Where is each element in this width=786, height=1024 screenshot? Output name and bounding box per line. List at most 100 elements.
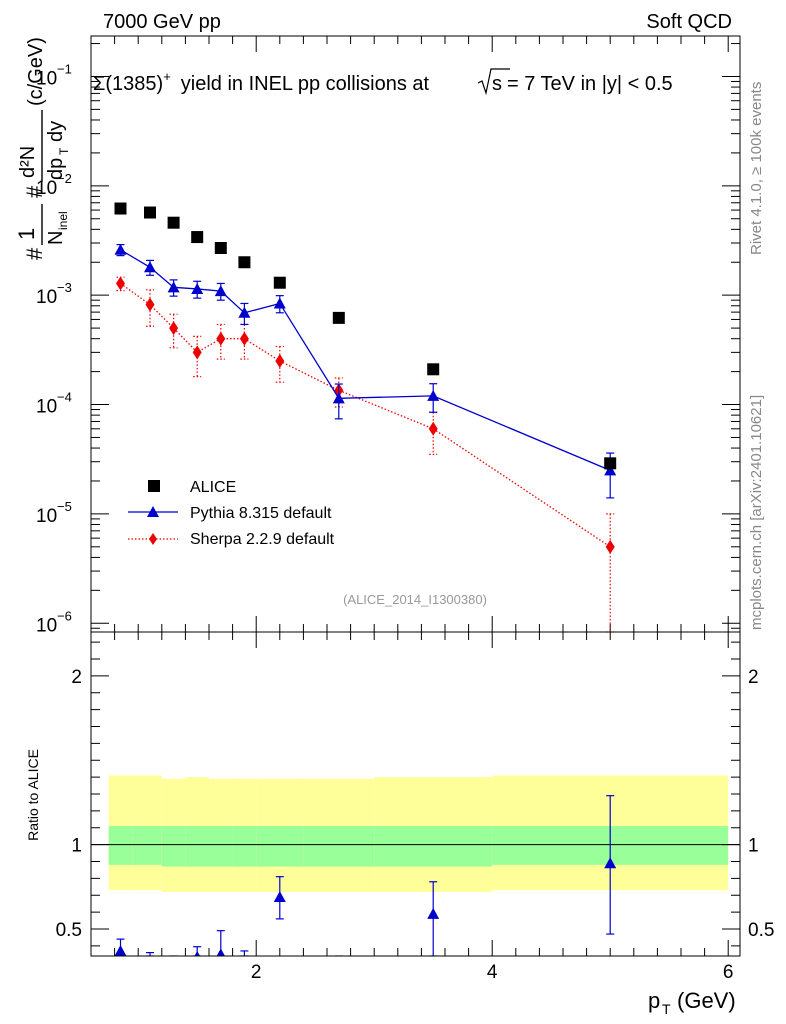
alice-point: [273, 276, 286, 289]
pythia-point: [114, 243, 127, 255]
pythia-point: [332, 392, 345, 404]
legend-pythia-marker: [147, 506, 159, 517]
ratio-x-tick-label: 4: [487, 962, 498, 983]
legend-sherpa-label: Sherpa 2.2.9 default: [190, 531, 335, 548]
mcplots-credit-label: mcplots.cern.ch [arXiv:2401.10621]: [748, 395, 765, 630]
alice-point: [214, 242, 227, 255]
pythia-ratio-point: [238, 957, 250, 968]
legend-alice-marker: [148, 480, 160, 492]
main-y-tick-label: 10: [36, 178, 57, 199]
sherpa-point: [145, 297, 155, 312]
pythia-ratio-point: [168, 964, 180, 975]
main-y-tick-label: 10: [36, 397, 57, 418]
main-data-marks: [114, 202, 617, 633]
legend-pythia-label: Pythia 8.315 default: [190, 505, 332, 522]
analysis-watermark: (ALICE_2014_I1300380): [343, 592, 487, 607]
sherpa-point: [275, 354, 285, 369]
pythia-point: [214, 285, 227, 297]
ratio-y-tick-label-left: 1: [71, 836, 82, 857]
main-y-tick-exponent: −2: [57, 171, 72, 186]
ratio-x-tick-label: 2: [251, 962, 262, 983]
main-y-tick-label: 10: [36, 506, 57, 527]
sherpa-line: [120, 282, 611, 548]
plot-title: Σ(1385)+ yield in INEL pp collisions at: [93, 69, 429, 95]
main-y-tick-exponent: −3: [57, 280, 72, 295]
ratio-data-marks: [114, 795, 617, 975]
main-y-tick-exponent: −1: [57, 61, 72, 76]
main-y-tick-exponent: −6: [57, 608, 72, 623]
ratio-y-tick-label-right: 2: [748, 667, 759, 688]
title-sqrt-s: s: [492, 73, 502, 95]
alice-point: [332, 311, 345, 324]
ylabel-hash-2: #: [22, 185, 47, 198]
main-x-axis: [90, 36, 729, 632]
main-panel-frame: [90, 35, 741, 633]
title-charge: +: [163, 69, 171, 84]
pythia-point: [191, 282, 204, 294]
pythia-point: [238, 306, 251, 318]
main-y-tick-label: 10: [36, 287, 57, 308]
main-y-tick-exponent: −5: [57, 499, 72, 514]
ratio-y-axis-label: Ratio to ALICE: [25, 749, 41, 841]
pythia-ratio-point: [194, 950, 201, 956]
ylabel-inel: inel: [56, 211, 70, 230]
ylabel-T: T: [57, 147, 71, 155]
sherpa-point: [605, 539, 615, 554]
main-panel: 10−110−210−310−410−510−6 (ALICE_2014_I13…: [14, 35, 741, 636]
ylabel-hash-1: #: [22, 247, 47, 260]
ylabel-N: N: [45, 231, 67, 245]
ratio-panel: 0.5 0.5 1 1 2 2 2 4 6 Ratio to ALICE p T (GeV): [25, 631, 774, 1017]
header-category-label: Soft QCD: [646, 11, 732, 33]
pythia-ratio-point: [114, 944, 127, 956]
sherpa-point: [216, 331, 226, 346]
ratio-inner-band: [185, 826, 209, 867]
pythia-point: [427, 389, 440, 401]
legend-alice-label: ALICE: [190, 479, 236, 496]
legend-sherpa-marker: [149, 533, 157, 545]
ratio-inner-band: [256, 826, 304, 867]
pythia-point: [604, 464, 617, 476]
ratio-y-tick-label-right: 1: [748, 836, 759, 857]
main-y-tick-label: 10: [36, 68, 57, 89]
ratio-y-tick-label-right: 0.5: [748, 920, 774, 941]
sherpa-point: [116, 276, 125, 291]
ylabel-one: 1: [14, 228, 39, 240]
main-y-tick-label: 10: [36, 615, 57, 636]
ratio-y-axis: 0.5 0.5 1 1 2 2: [56, 641, 774, 947]
alice-point: [114, 202, 127, 215]
alice-point: [144, 206, 156, 219]
xlabel-units: (GeV): [677, 988, 736, 1013]
ratio-inner-band: [161, 826, 186, 867]
header-energy-label: 7000 GeV pp: [103, 11, 221, 33]
rivet-version-label: Rivet 4.1.0, ≥ 100k events: [748, 82, 765, 255]
pythia-ratio-point: [273, 890, 286, 902]
ratio-inner-band: [374, 826, 493, 867]
main-y-tick-exponent: −4: [57, 390, 72, 405]
pythia-ratio-point: [149, 955, 151, 956]
alice-point: [191, 231, 204, 244]
ratio-uncertainty-bands: [91, 775, 740, 892]
pythia-ratio-point: [604, 857, 617, 869]
title-text: yield in INEL pp collisions at: [181, 73, 430, 95]
alice-point: [604, 457, 617, 470]
ratio-x-axis: 2 4 6: [90, 632, 733, 983]
ratio-y-tick-label-left: 0.5: [56, 920, 82, 941]
sherpa-point: [428, 421, 438, 436]
sqrt-sign-icon: [477, 68, 510, 96]
pythia-ratio-point: [427, 907, 440, 919]
xlabel-p: p: [648, 988, 660, 1013]
pythia-ratio-point: [216, 948, 225, 956]
ratio-y-tick-label-left: 2: [71, 667, 82, 688]
pythia-point: [167, 281, 180, 293]
ylabel-d2N: d²N: [17, 146, 39, 178]
pythia-point: [273, 297, 286, 309]
main-y-axis-label: # 1 N inel # d²N dp T dy (c/GeV): [14, 37, 71, 260]
title-particle: Σ(1385): [93, 73, 163, 95]
ylabel-dy: dy: [45, 121, 67, 142]
alice-point: [167, 216, 180, 229]
alice-point: [427, 363, 440, 376]
pythia-line: [120, 249, 611, 471]
ratio-inner-band: [132, 826, 162, 865]
x-axis-label: p T (GeV): [648, 988, 736, 1017]
title-energy: = 7 TeV in |y| < 0.5: [507, 73, 673, 95]
